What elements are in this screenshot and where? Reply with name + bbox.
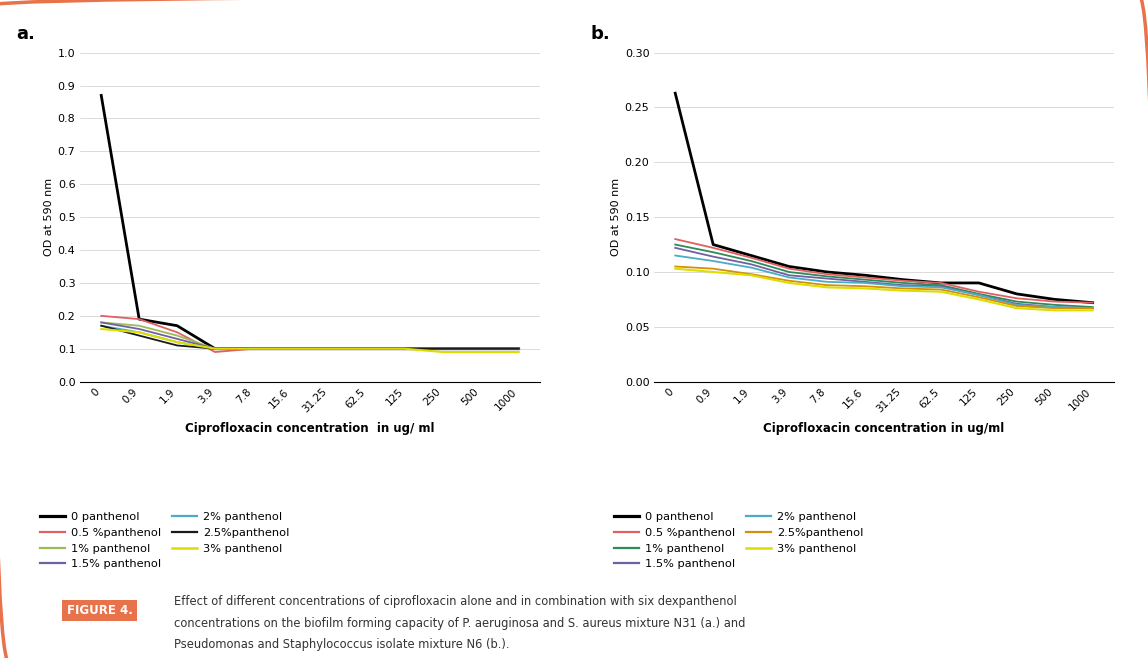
X-axis label: Ciprofloxacin concentration in ug/ml: Ciprofloxacin concentration in ug/ml	[763, 422, 1004, 435]
Text: concentrations on the biofilm forming capacity of P. aeruginosa and S. aureus mi: concentrations on the biofilm forming ca…	[174, 617, 746, 630]
Text: a.: a.	[16, 25, 34, 43]
Text: Effect of different concentrations of ciprofloxacin alone and in combination wit: Effect of different concentrations of ci…	[174, 595, 737, 609]
Y-axis label: OD at 590 nm: OD at 590 nm	[611, 178, 621, 256]
Legend: 0 panthenol, 0.5 %panthenol, 1% panthenol, 1.5% panthenol, 2% panthenol, 2.5%pan: 0 panthenol, 0.5 %panthenol, 1% pantheno…	[40, 513, 289, 569]
Legend: 0 panthenol, 0.5 %panthenol, 1% panthenol, 1.5% panthenol, 2% panthenol, 2.5%pan: 0 panthenol, 0.5 %panthenol, 1% pantheno…	[614, 513, 863, 569]
Text: Pseudomonas and Staphylococcus isolate mixture N6 (b.).: Pseudomonas and Staphylococcus isolate m…	[174, 638, 510, 651]
Text: b.: b.	[590, 25, 610, 43]
X-axis label: Ciprofloxacin concentration  in ug/ ml: Ciprofloxacin concentration in ug/ ml	[185, 422, 435, 435]
Text: FIGURE 4.: FIGURE 4.	[67, 604, 132, 617]
Y-axis label: OD at 590 nm: OD at 590 nm	[44, 178, 54, 256]
